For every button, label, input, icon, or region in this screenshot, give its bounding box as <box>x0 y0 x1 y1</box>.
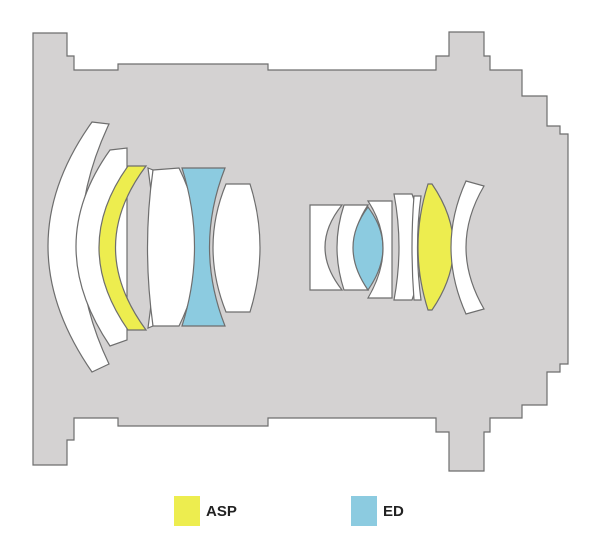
asp-element-front <box>98 165 148 331</box>
asp-element-rear <box>417 183 455 311</box>
lens-element-7 <box>212 183 261 313</box>
lens-element-11 <box>366 200 393 299</box>
legend-asp: ASP <box>174 496 237 526</box>
lens-barrel-housing <box>32 31 569 472</box>
lens-element-8 <box>309 204 344 291</box>
lens-element-13 <box>411 195 422 301</box>
lens-element-15 <box>450 180 485 315</box>
asp-swatch <box>174 496 200 526</box>
asp-legend-label: ASP <box>206 502 237 520</box>
ed-swatch <box>351 496 377 526</box>
ed-legend-label: ED <box>383 502 404 520</box>
legend-ed: ED <box>351 496 404 526</box>
ed-element-front <box>181 167 226 327</box>
